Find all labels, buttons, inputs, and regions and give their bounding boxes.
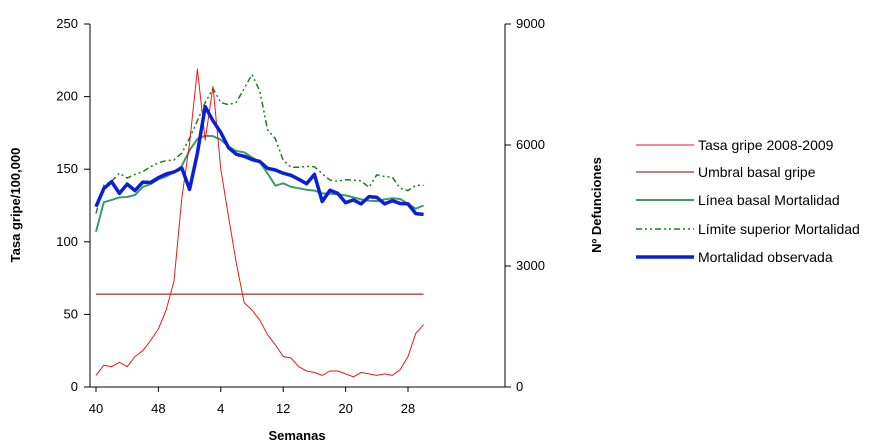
left-y-axis-ticks: 0 50 100 150 200 250: [56, 16, 90, 394]
right-y-axis-ticks: 0 3000 6000 9000: [505, 16, 545, 394]
left-y-tick-label: 100: [56, 234, 78, 249]
series-line-4: [94, 104, 424, 217]
legend-label: Línea basal Mortalidad: [698, 192, 840, 208]
x-tick-label: 28: [401, 401, 415, 416]
right-y-tick-label: 3000: [516, 258, 545, 273]
x-tick-label: 20: [338, 401, 352, 416]
left-y-tick-label: 250: [56, 16, 78, 31]
series-line-0: [95, 68, 424, 378]
plot-area: [89, 24, 506, 388]
x-tick-label: 48: [151, 401, 165, 416]
left-y-tick-label: 150: [56, 161, 78, 176]
x-axis-ticks: 40 48 4 12 20 28: [89, 387, 415, 416]
left-y-tick-label: 0: [71, 379, 78, 394]
y2-axis-label: Nº Defunciones: [589, 157, 604, 253]
right-y-tick-label: 6000: [516, 137, 545, 152]
legend-label: Umbral basal gripe: [698, 164, 816, 180]
legend: Tasa gripe 2008-2009 Umbral basal gripe Lí…: [636, 137, 860, 265]
right-y-tick-label: 9000: [516, 16, 545, 31]
series-layer: [94, 68, 424, 378]
left-y-tick-label: 50: [64, 306, 78, 321]
right-y-tick-label: 0: [516, 379, 523, 394]
legend-label: Límite superior Mortalidad: [698, 221, 860, 237]
series-line-3: [95, 73, 424, 214]
y-axis-label: Tasa gripe/100,000: [8, 148, 23, 263]
x-tick-label: 12: [276, 401, 290, 416]
x-axis-label: Semanas: [268, 428, 325, 443]
legend-label: Mortalidad observada: [698, 249, 833, 265]
x-tick-label: 4: [217, 401, 224, 416]
legend-label: Tasa gripe 2008-2009: [698, 137, 834, 153]
left-y-tick-label: 200: [56, 89, 78, 104]
x-tick-label: 40: [89, 401, 103, 416]
